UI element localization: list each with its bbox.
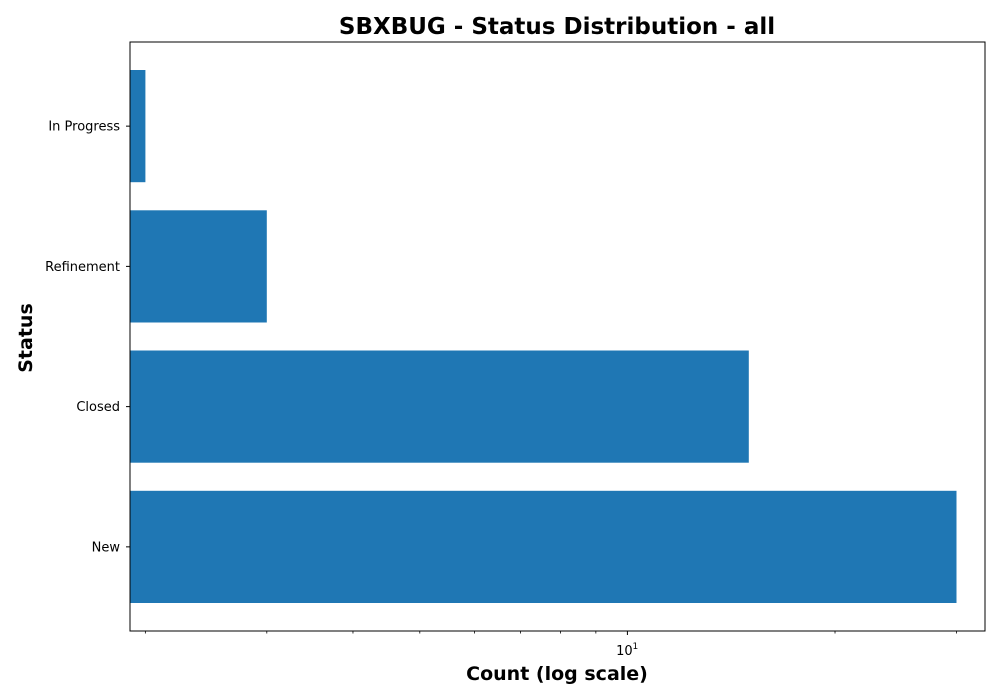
x-tick-label-10: 10	[616, 644, 633, 659]
bar-refinement	[130, 210, 267, 323]
x-ticks-group: 10 1	[144, 631, 957, 659]
y-tick-label-refinement: Refinement	[45, 260, 120, 275]
x-tick-exponent-10: 1	[633, 642, 639, 652]
y-tick-label-in-progress: In Progress	[48, 120, 120, 135]
bars-group	[130, 70, 957, 603]
x-axis-label: Count (log scale)	[466, 663, 648, 685]
y-tick-label-new: New	[92, 540, 121, 555]
plot-frame	[129, 41, 986, 632]
y-axis-label: Status	[15, 303, 37, 373]
bar-new	[130, 490, 957, 603]
y-ticks-group: New Closed Refinement In Progress	[45, 120, 130, 555]
bar-closed	[130, 350, 749, 463]
chart-title: SBXBUG - Status Distribution - all	[339, 14, 775, 40]
y-tick-label-closed: Closed	[76, 400, 120, 415]
bar-in-progress	[130, 70, 146, 183]
